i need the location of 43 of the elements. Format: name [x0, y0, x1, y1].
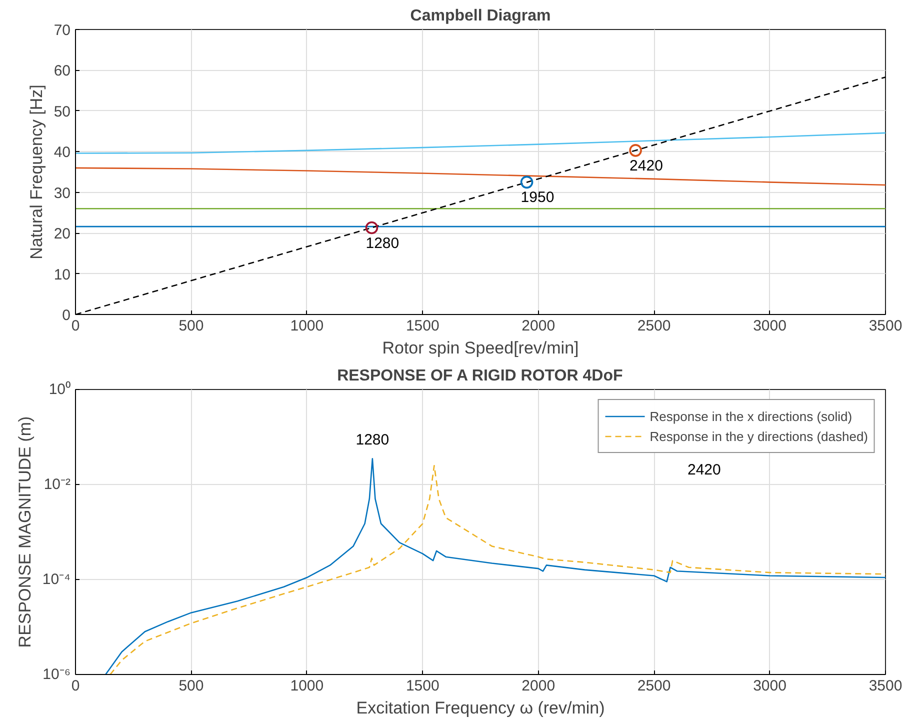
x-tick-label: 3000 — [753, 678, 786, 694]
y-tick-label: 0 — [62, 307, 70, 324]
annotation: 1950 — [520, 189, 554, 206]
y-tick-label: 10 — [54, 266, 71, 284]
y-axis-title: RESPONSE MAGNITUDE (m) — [15, 416, 34, 648]
y-tick-label: 30 — [54, 184, 71, 202]
x-tick-label: 2000 — [522, 678, 556, 694]
legend-label: Response in the x directions (solid) — [650, 408, 852, 424]
annotation: 1280 — [366, 234, 400, 252]
y-tick-label: 10⁻⁴ — [42, 571, 71, 588]
annotation: 1280 — [356, 432, 390, 449]
chart-title: RESPONSE OF A RIGID ROTOR 4DoF — [337, 368, 623, 384]
legend-label: Response in the y directions (dashed) — [650, 428, 868, 444]
point — [365, 221, 378, 234]
x-tick-label: 1000 — [290, 678, 324, 694]
y-tick-label: 50 — [54, 103, 71, 120]
y-axis-title: Natural Frequency [Hz] — [26, 84, 46, 260]
annotation: 2420 — [688, 462, 721, 478]
y-tick-label: 70 — [54, 22, 71, 39]
y-tick-label: 10⁰ — [48, 381, 71, 398]
point — [520, 176, 534, 189]
x-tick-label: 500 — [178, 678, 204, 694]
y-tick-label: 20 — [54, 226, 71, 243]
x-tick-label: 2500 — [637, 318, 671, 334]
y-tick-label: 10⁻⁶ — [42, 666, 70, 683]
line-series — [76, 132, 886, 154]
x-tick-label: 2500 — [637, 678, 671, 694]
y-tick-label: 40 — [54, 144, 71, 162]
x-tick-label: 2000 — [522, 318, 556, 334]
x-axis-title: Excitation Frequency ω (rev/min) — [356, 698, 605, 718]
point — [629, 144, 642, 157]
x-tick-label: 500 — [178, 318, 204, 334]
chart-title: Campbell Diagram — [410, 8, 551, 24]
x-tick-label: 3500 — [868, 678, 902, 694]
annotation: 2420 — [630, 157, 663, 174]
x-tick-label: 3000 — [753, 318, 786, 334]
x-axis-title: Rotor spin Speed[rev/min] — [382, 338, 579, 358]
x-tick-label: 1500 — [406, 678, 440, 694]
x-tick-label: 3500 — [868, 318, 902, 334]
x-tick-label: 1000 — [290, 318, 324, 334]
y-tick-label: 10⁻² — [44, 476, 71, 493]
x-tick-label: 1500 — [406, 318, 440, 334]
y-tick-label: 60 — [54, 62, 71, 80]
